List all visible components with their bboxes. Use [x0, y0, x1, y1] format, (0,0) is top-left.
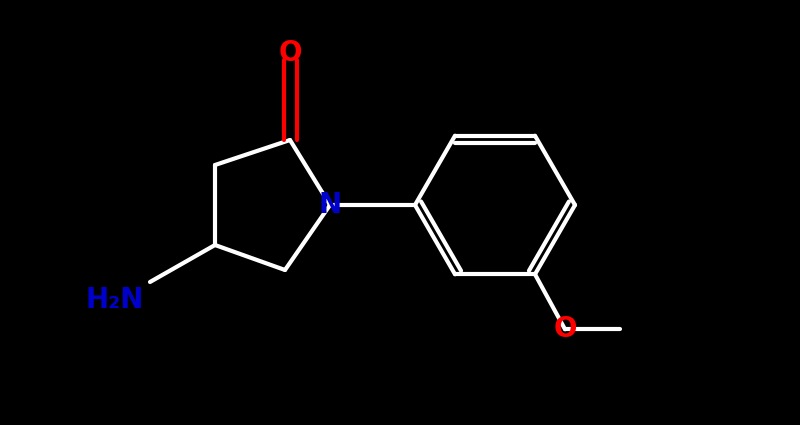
Text: N: N — [318, 191, 342, 219]
Text: O: O — [554, 315, 577, 343]
Text: H₂N: H₂N — [86, 286, 144, 314]
Text: O: O — [278, 39, 302, 67]
